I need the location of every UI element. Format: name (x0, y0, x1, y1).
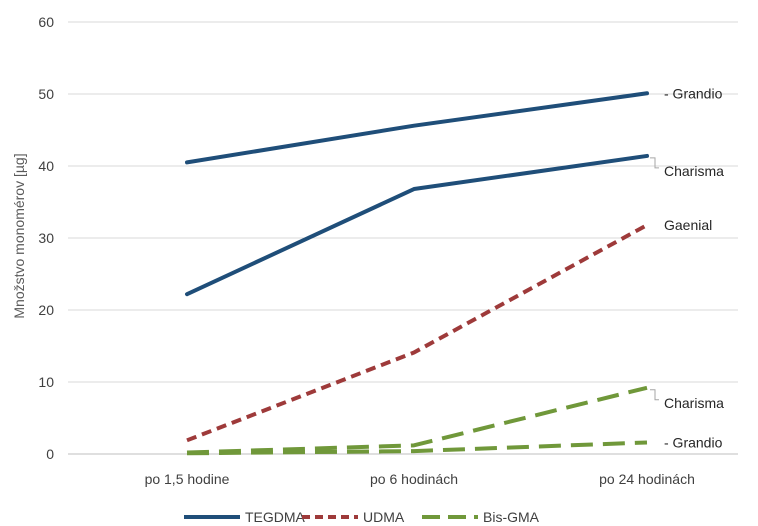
series-line-tegdma (185, 91, 649, 165)
annotation-leader (650, 389, 659, 401)
gridlines (68, 21, 738, 455)
annotation-leader (650, 157, 659, 169)
y-tick-label: 10 (38, 374, 54, 390)
x-tick-label: po 24 hodinách (599, 471, 695, 487)
series-annotation: Gaenial (664, 217, 712, 233)
y-tick-label: 40 (38, 158, 54, 174)
x-tick-label: po 6 hodinách (370, 471, 458, 487)
legend-label: TEGDMA (245, 509, 306, 525)
series-line-udma (186, 223, 648, 443)
y-axis-ticks: 0 10 20 30 40 50 60 (38, 14, 54, 462)
y-tick-label: 60 (38, 14, 54, 30)
legend: TEGDMA UDMA Bis-GMA (184, 509, 540, 525)
y-tick-label: 20 (38, 302, 54, 318)
series-annotation: Charisma (664, 163, 724, 179)
series-lines (185, 91, 649, 456)
series-line-bis-gma (186, 385, 648, 455)
series-annotations: - Grandio Charisma Gaenial Charisma - Grandi… (650, 85, 724, 450)
y-tick-label: 50 (38, 86, 54, 102)
y-tick-label: 0 (46, 446, 54, 462)
x-axis-ticks: po 1,5 hodine po 6 hodinách po 24 hodinách (145, 471, 695, 487)
y-axis-label: Množstvo monomérov [µg] (11, 153, 27, 318)
legend-label: Bis-GMA (483, 509, 540, 525)
series-annotation: - Grandio (664, 85, 723, 101)
series-line-bis-gma (186, 440, 648, 456)
legend-label: UDMA (363, 509, 405, 525)
y-tick-label: 30 (38, 230, 54, 246)
series-annotation: - Grandio (664, 434, 723, 450)
x-tick-label: po 1,5 hodine (145, 471, 230, 487)
series-annotation: Charisma (664, 395, 724, 411)
series-line-tegdma (185, 153, 649, 297)
